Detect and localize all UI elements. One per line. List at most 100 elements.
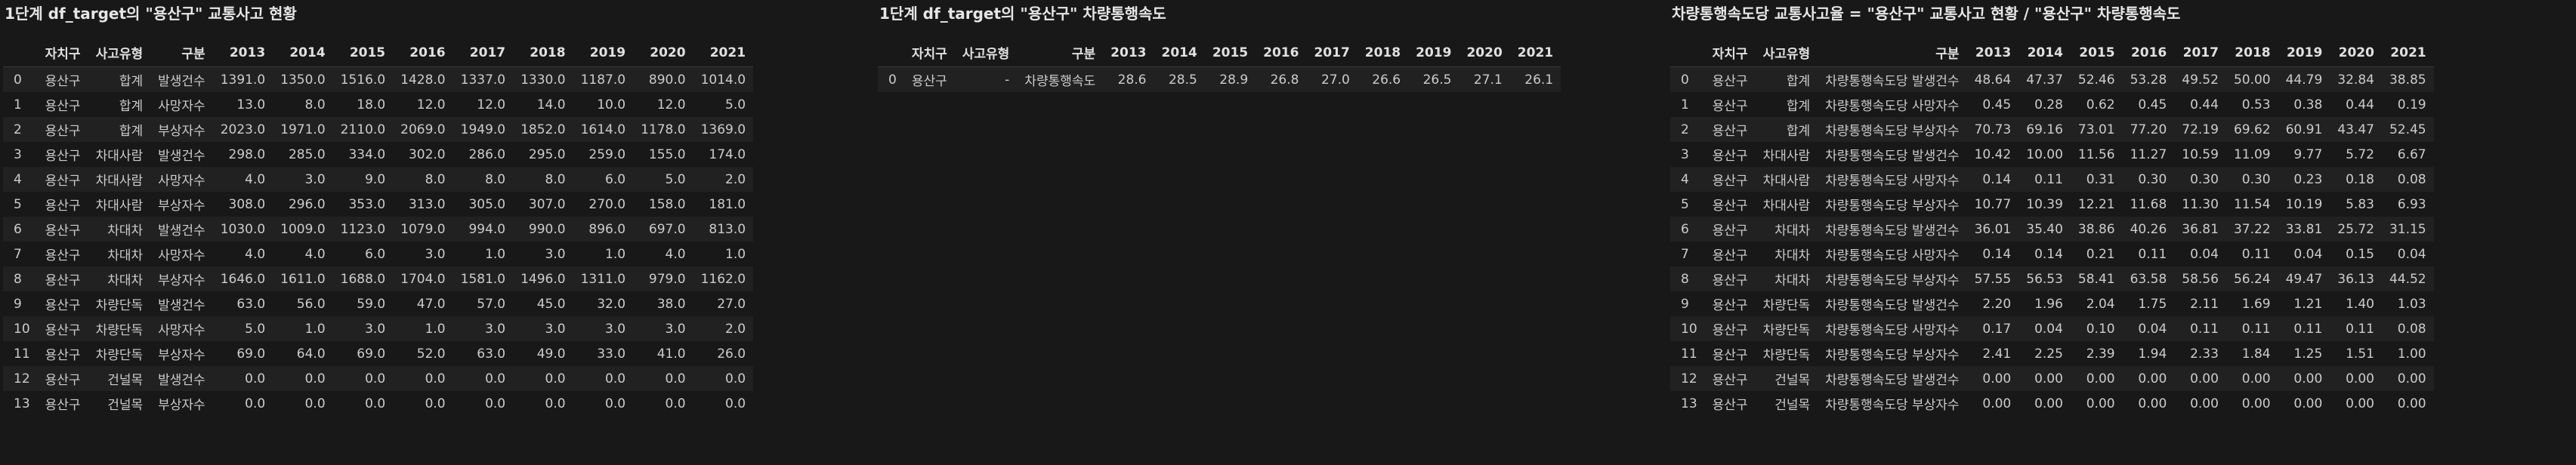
table-cell: 57.55 xyxy=(1974,271,2012,287)
table-cell: 11.09 xyxy=(2233,146,2271,162)
table-row: 9 용산구 차량단독 발생건수 63.0 56.0 59.0 47.0 57.0 45.0 32.0… xyxy=(3,291,754,316)
table-cell: 1496.0 xyxy=(520,271,566,287)
table-cell: 64.0 xyxy=(296,346,326,362)
table-row: 0 용산구 - 차량통행속도 28.6 28.5 28.9 26.8 27.0 26.6 26.5 2… xyxy=(878,66,1561,92)
table-cell: 차대사람 xyxy=(95,149,144,164)
table-cell: 0.0 xyxy=(545,396,566,411)
table-cell: 사망자수 xyxy=(158,99,205,114)
table-cell: 0.44 xyxy=(2346,97,2374,112)
table-cell: 발생건수 xyxy=(158,74,205,89)
table-cell: 1.0 xyxy=(725,246,746,262)
table-cell: 12.21 xyxy=(2077,196,2115,212)
table-cell: 0.08 xyxy=(2397,171,2426,187)
table-cell: 용산구 xyxy=(1712,223,1748,239)
table-cell: 32.0 xyxy=(597,296,626,312)
table-cell: 0.00 xyxy=(2190,371,2219,386)
table-cell: 0.0 xyxy=(365,396,386,411)
table-cell: 334.0 xyxy=(348,146,386,162)
table-cell: 56.24 xyxy=(2233,271,2271,287)
table-cell: 건널목 xyxy=(1774,373,1811,388)
table-cell: 용산구 xyxy=(45,149,81,164)
table-cell: 0.38 xyxy=(2293,97,2323,112)
table-cell: 27.1 xyxy=(1473,72,1503,88)
table-cell: 5.0 xyxy=(725,97,746,112)
table-cell: 발생건수 xyxy=(158,373,205,388)
row-index: 12 xyxy=(14,371,30,386)
table-cell: 용산구 xyxy=(1712,348,1748,363)
table-row: 4 용산구 차대사람 차량통행속도당 사망자수 0.14 0.11 0.31 0.30 0.30… xyxy=(1670,167,2434,192)
table-row: 2 용산구 합계 부상자수 2023.0 1971.0 2110.0 2069.0 1949.0… xyxy=(3,117,754,142)
table-cell: 1311.0 xyxy=(580,271,626,287)
table-cell: 0.11 xyxy=(2241,246,2271,262)
table-cell: 270.0 xyxy=(588,196,626,212)
table-cell: 차량통행속도당 부상자수 xyxy=(1825,273,1960,288)
column-header: 2014 xyxy=(273,38,333,67)
table-cell: 47.0 xyxy=(416,296,446,312)
table-cell: 13.0 xyxy=(236,97,266,112)
table-row: 3 용산구 차대사람 차량통행속도당 발생건수 10.42 10.00 11.56 11.27… xyxy=(1670,142,2434,167)
table-cell: 77.20 xyxy=(2130,122,2167,137)
table-row: 0 용산구 합계 발생건수 1391.0 1350.0 1516.0 1428.0 1337.0… xyxy=(3,66,754,92)
table-cell: 1.03 xyxy=(2397,296,2426,312)
table-cell: 27.0 xyxy=(1320,72,1350,88)
row-index: 7 xyxy=(1681,246,1689,262)
table-cell: 296.0 xyxy=(288,196,326,212)
table-row: 4 용산구 차대사람 사망자수 4.0 3.0 9.0 8.0 8.0 8.0 6.0 5.0 2.0 xyxy=(3,167,754,192)
table-cell: 0.18 xyxy=(2346,171,2374,187)
column-header: 사고유형 xyxy=(88,38,151,67)
row-index: 4 xyxy=(1681,171,1689,187)
table-cell: 259.0 xyxy=(588,146,626,162)
table-cell: 12.0 xyxy=(656,97,686,112)
table-row: 13 용산구 건널목 차량통행속도당 부상자수 0.00 0.00 0.00 0.00 0.00… xyxy=(1670,391,2434,416)
table-cell: 합계 xyxy=(1786,99,1811,114)
dataframe-table: 자치구 사고유형 구분 2013 2014 2015 2016 2017 2018 2019 202… xyxy=(3,38,754,416)
table-cell: 308.0 xyxy=(228,196,266,212)
table-cell: 용산구 xyxy=(1712,124,1748,139)
table-cell: 26.5 xyxy=(1422,72,1452,88)
panel-accident-rate: 차량통행속도당 교통사고율 = "용산구" 교통사고 현황 / "용산구" 차량… xyxy=(1667,0,2434,416)
table-cell: 1.51 xyxy=(2346,346,2374,362)
table-row: 8 용산구 차대차 부상자수 1646.0 1611.0 1688.0 1704.0 1581.… xyxy=(3,266,754,291)
table-cell: 10.0 xyxy=(597,97,626,112)
table-cell: 1704.0 xyxy=(400,271,446,287)
table-cell: 181.0 xyxy=(709,196,746,212)
table-cell: 49.52 xyxy=(2182,72,2219,88)
table-cell: 3.0 xyxy=(365,321,386,337)
table-cell: 0.0 xyxy=(605,371,626,386)
table-cell: 3.0 xyxy=(425,246,446,262)
table-cell: 1.94 xyxy=(2138,346,2167,362)
table-cell: 0.00 xyxy=(1982,371,2012,386)
table-cell: 0.31 xyxy=(2086,171,2115,187)
table-cell: 용산구 xyxy=(1712,273,1748,288)
table-cell: 차량단독 xyxy=(1762,298,1811,313)
table-cell: 1.69 xyxy=(2241,296,2271,312)
table-cell: 발생건수 xyxy=(158,298,205,313)
table-cell: 1428.0 xyxy=(400,72,446,88)
table-cell: 26.6 xyxy=(1372,72,1401,88)
index-header xyxy=(878,38,904,67)
table-cell: 용산구 xyxy=(1712,174,1748,189)
table-cell: 3.0 xyxy=(665,321,686,337)
table-row: 10 용산구 차량단독 사망자수 5.0 1.0 3.0 1.0 3.0 3.0 3.0 3.0 2.0 xyxy=(3,316,754,341)
column-header: 2014 xyxy=(2018,38,2071,67)
table-cell: 994.0 xyxy=(468,221,506,237)
table-cell: 사망자수 xyxy=(158,174,205,189)
table-cell: 69.0 xyxy=(236,346,266,362)
table-cell: 0.0 xyxy=(725,371,746,386)
index-header xyxy=(1670,38,1705,67)
column-header: 2021 xyxy=(693,38,754,67)
row-index: 9 xyxy=(14,296,22,312)
table-cell: 11.68 xyxy=(2130,196,2167,212)
table-cell: 58.56 xyxy=(2182,271,2219,287)
table-cell: 44.79 xyxy=(2285,72,2323,88)
column-header: 2017 xyxy=(2174,38,2226,67)
table-cell: 차대차 xyxy=(107,248,144,263)
table-cell: 1330.0 xyxy=(520,72,566,88)
table-cell: 합계 xyxy=(119,124,144,139)
table-cell: 1614.0 xyxy=(580,122,626,137)
table-cell: 5.0 xyxy=(245,321,266,337)
table-cell: 차량통행속도 xyxy=(1024,74,1096,89)
table-cell: 0.00 xyxy=(2190,396,2219,411)
row-index: 2 xyxy=(14,122,22,137)
table-cell: 1337.0 xyxy=(460,72,506,88)
